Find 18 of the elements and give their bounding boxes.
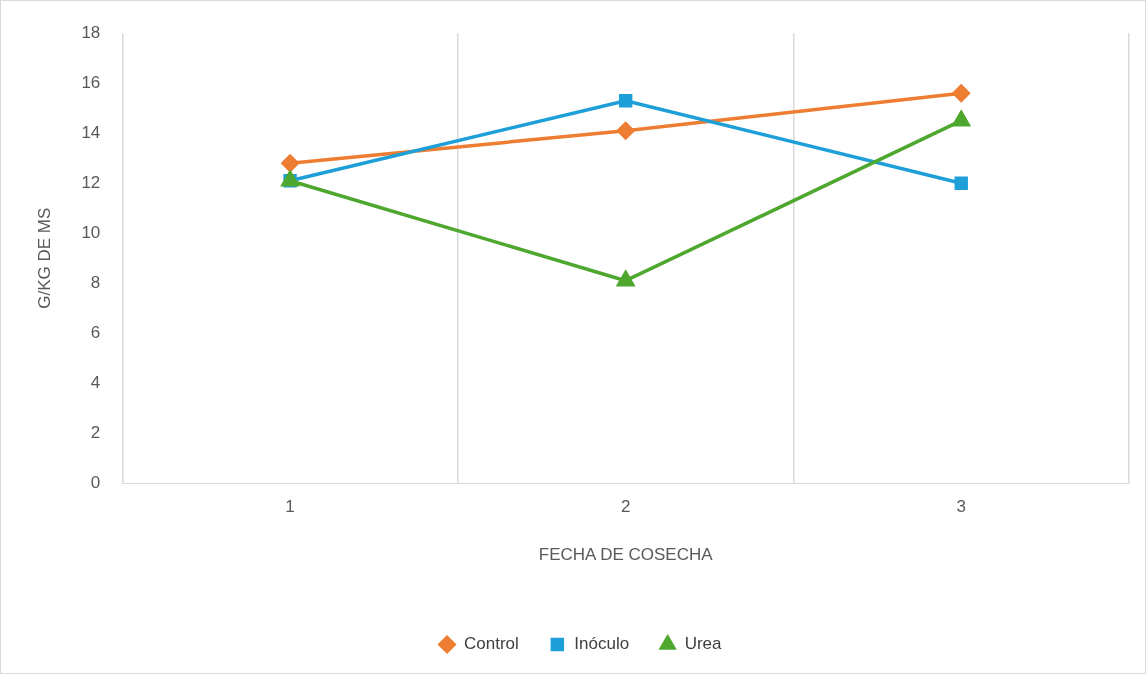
y-tick-label: 4: [90, 372, 101, 392]
x-tick-label: 2: [620, 497, 631, 517]
y-tick-label: 8: [90, 272, 101, 292]
y-axis-title: G/KG DE MS: [34, 207, 54, 309]
legend-label: Urea: [684, 634, 723, 654]
y-tick-label: 6: [90, 322, 101, 342]
x-tick-label: 3: [956, 497, 966, 517]
x-axis-title: FECHA DE COSECHA: [538, 545, 714, 565]
y-tick-label: 14: [81, 122, 101, 142]
legend-label: Inóculo: [574, 634, 630, 654]
x-tick-label: 1: [285, 497, 295, 517]
y-tick-label: 0: [90, 472, 101, 492]
legend-label: Control: [464, 634, 519, 654]
y-tick-label: 16: [81, 72, 101, 92]
y-tick-label: 12: [81, 172, 101, 192]
y-tick-label: 10: [81, 222, 101, 242]
y-tick-label: 18: [81, 22, 101, 42]
y-tick-label: 2: [90, 422, 101, 442]
